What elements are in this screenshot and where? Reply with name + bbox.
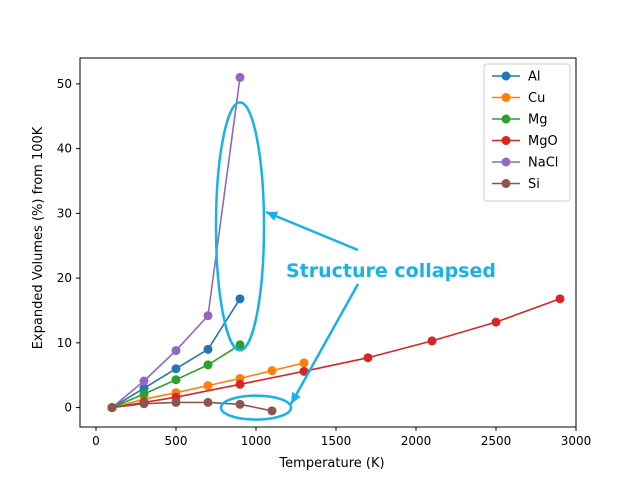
legend-item-mgo: MgO	[492, 134, 558, 149]
legend-marker	[501, 136, 511, 145]
x-tick-label: 2000	[401, 434, 432, 448]
legend-marker	[501, 179, 511, 188]
y-tick-label: 50	[57, 77, 72, 91]
legend-label: Cu	[528, 91, 545, 106]
data-point-mgo	[363, 353, 373, 363]
x-tick-label: 3000	[561, 434, 592, 448]
arrow-head	[291, 392, 301, 404]
annotation-ellipse-tall	[214, 101, 266, 352]
data-point-nacl	[235, 72, 245, 82]
legend-label: Al	[528, 70, 541, 85]
data-point-mg	[235, 340, 245, 350]
arrow-shaft	[265, 210, 359, 252]
y-tick-label: 20	[57, 271, 72, 285]
y-tick-label: 10	[57, 336, 72, 350]
legend-label: Si	[528, 177, 540, 192]
x-axis-label: Temperature (K)	[278, 456, 384, 471]
legend-item-cu: Cu	[492, 91, 545, 106]
plot-area: 0 500 1000 1500 2000 2500 3000 0 10 20 30 40 50	[57, 57, 592, 448]
y-tick-label: 40	[57, 142, 72, 156]
legend-item-al: Al	[492, 70, 541, 85]
legend-marker	[501, 114, 511, 124]
data-point-mg	[203, 360, 213, 370]
arrow-head	[266, 211, 279, 221]
annotation-ellipse-small	[219, 394, 293, 421]
data-point-mg	[139, 389, 149, 399]
annotation-text: Structure collapsed	[286, 260, 496, 282]
data-point-mgo	[235, 379, 245, 389]
legend-marker	[501, 71, 511, 81]
annotation-layer	[214, 101, 360, 421]
x-tick-label: 0	[92, 434, 100, 448]
data-point-mg	[171, 375, 181, 385]
data-point-si	[235, 399, 245, 409]
data-point-mgo	[299, 366, 309, 376]
x-tick-label: 2500	[481, 434, 512, 448]
data-point-nacl	[203, 311, 213, 321]
data-point-si	[107, 403, 117, 413]
data-point-mgo	[555, 294, 565, 304]
annotation-arrow-upper	[265, 210, 359, 252]
data-point-cu	[267, 366, 277, 376]
legend-marker	[501, 93, 511, 102]
y-tick-label: 0	[64, 401, 72, 415]
series-line-si	[111, 401, 273, 412]
series-layer	[107, 72, 565, 416]
legend-box	[483, 63, 571, 202]
y-tick-label: 30	[57, 206, 72, 220]
legend-item-si: Si	[492, 177, 540, 192]
axes-frame	[79, 57, 577, 428]
annotation-arrow-lower	[289, 283, 360, 405]
legend-item-nacl: NaCl	[492, 156, 558, 171]
data-point-al	[171, 364, 181, 374]
legend-marker	[501, 157, 511, 167]
legend-label: MgO	[528, 134, 558, 149]
arrow-shaft	[289, 283, 360, 405]
data-point-mgo	[491, 317, 501, 327]
y-axis-label: Expanded Volumes (%) from 100K	[31, 126, 46, 349]
data-point-nacl	[171, 346, 181, 356]
data-point-si	[203, 397, 213, 407]
data-point-si	[267, 406, 277, 416]
data-point-nacl	[139, 376, 149, 386]
legend-label: NaCl	[528, 156, 558, 171]
data-point-si	[139, 399, 149, 409]
data-point-mgo	[427, 336, 437, 346]
data-point-si	[171, 397, 181, 407]
data-point-al	[203, 344, 213, 354]
x-tick-label: 500	[165, 434, 188, 448]
legend-label: Mg	[528, 113, 547, 128]
data-point-cu	[203, 381, 213, 391]
legend-item-mg: Mg	[492, 113, 547, 128]
legend: Al Cu Mg MgO NaCl Si	[483, 63, 571, 202]
data-point-al	[235, 294, 245, 304]
x-tick-label: 1500	[321, 434, 352, 448]
data-point-cu	[299, 358, 309, 368]
x-tick-label: 1000	[241, 434, 272, 448]
